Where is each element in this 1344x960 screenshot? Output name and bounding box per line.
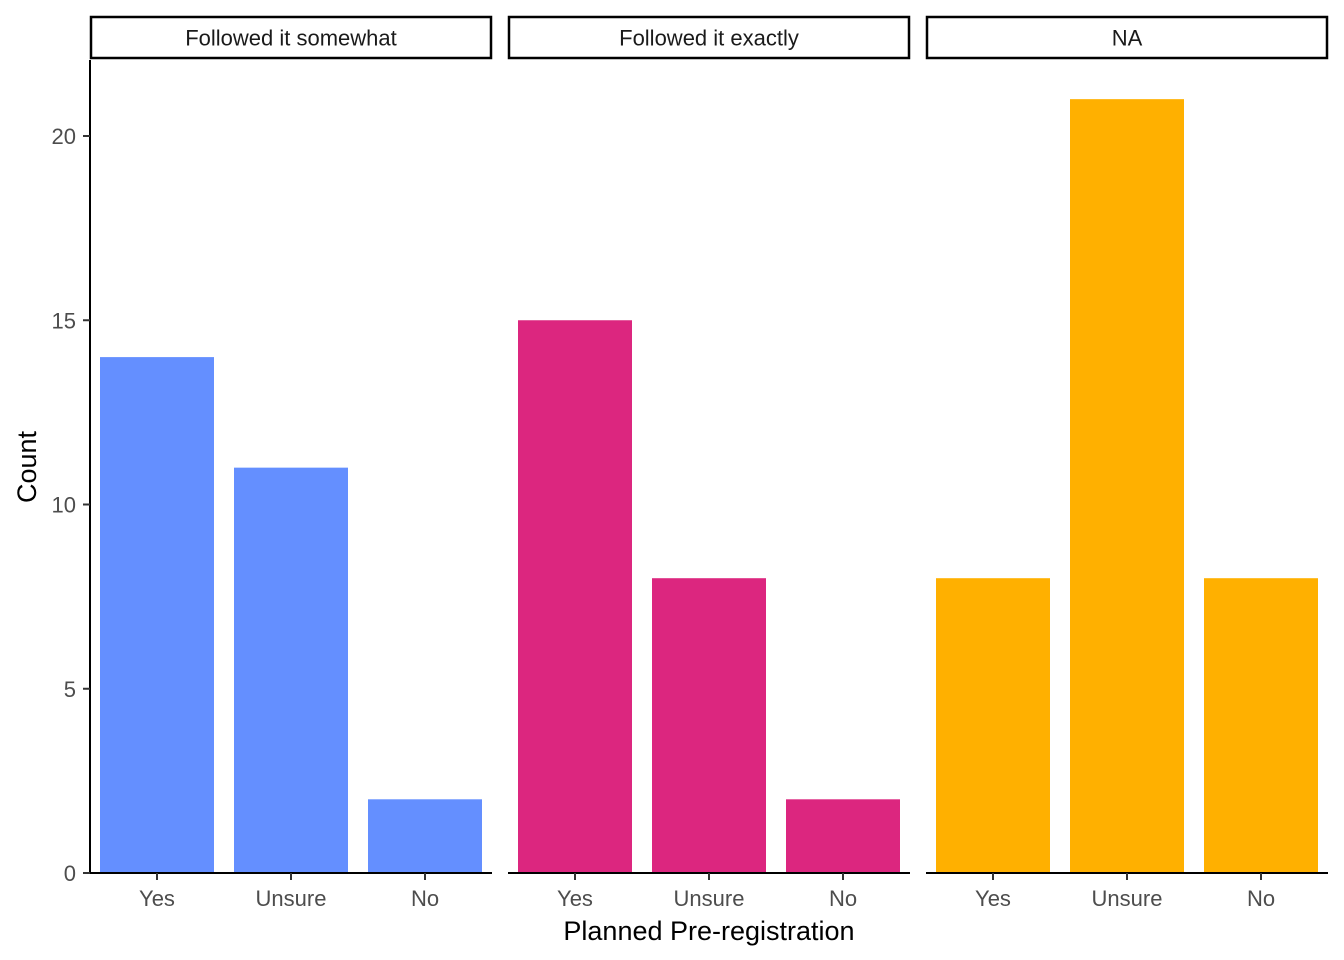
facet-panel: Followed it somewhat Yes Unsure No <box>89 15 493 911</box>
bar <box>100 357 214 874</box>
x-tick-label: No <box>1247 886 1275 911</box>
facet-panel: NA Yes Unsure No <box>925 15 1329 911</box>
bar <box>368 799 482 873</box>
facet-strip-label: Followed it somewhat <box>185 26 397 51</box>
y-tick-label: 0 <box>64 861 76 886</box>
y-tick-label: 15 <box>52 308 76 333</box>
x-tick-label: Yes <box>139 886 175 911</box>
facet-strip <box>925 15 1329 60</box>
y-tick-label: 5 <box>64 677 76 702</box>
facet-strip-label: NA <box>1112 26 1143 51</box>
bar <box>234 467 348 873</box>
y-tick-label: 20 <box>52 124 76 149</box>
facet-strip-label: Followed it exactly <box>619 26 799 51</box>
bar <box>1070 99 1184 873</box>
x-tick-label: Unsure <box>256 886 327 911</box>
x-axis-title: Planned Pre-registration <box>563 916 854 946</box>
bar <box>652 578 766 873</box>
y-axis: 0 5 10 15 20 <box>52 60 91 886</box>
x-tick-label: Unsure <box>674 886 745 911</box>
x-tick-label: No <box>829 886 857 911</box>
facet-strip <box>507 15 911 60</box>
bar <box>1204 578 1318 873</box>
facet-strip <box>89 15 493 60</box>
x-tick-label: No <box>411 886 439 911</box>
y-axis-title: Count <box>12 430 42 503</box>
bar <box>936 578 1050 873</box>
bar <box>786 799 900 873</box>
x-tick-label: Yes <box>975 886 1011 911</box>
bar <box>518 320 632 873</box>
x-tick-label: Yes <box>557 886 593 911</box>
facet-panel: Followed it exactly Yes Unsure No <box>507 15 911 911</box>
y-tick-label: 10 <box>52 493 76 518</box>
x-tick-label: Unsure <box>1092 886 1163 911</box>
